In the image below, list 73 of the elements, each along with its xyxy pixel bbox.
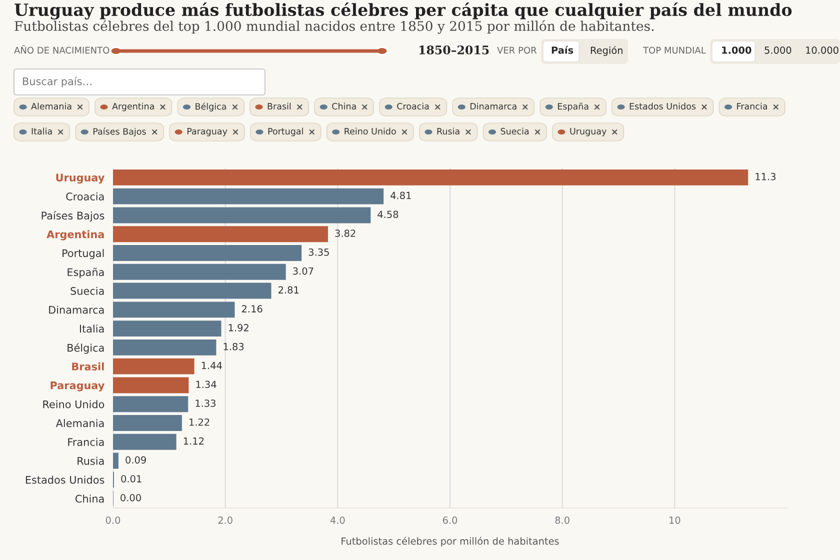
data-label: 2.16 xyxy=(242,305,262,312)
y-tick-label: España xyxy=(68,268,104,278)
text: España xyxy=(558,102,588,112)
text: País xyxy=(552,46,574,54)
text: Bélgica xyxy=(196,102,226,112)
text: Buscar país… xyxy=(23,76,92,88)
text: Rusia xyxy=(437,128,460,135)
x-tick-label: 6.0 xyxy=(442,516,458,524)
y-tick-label: Reino Unido xyxy=(43,400,104,408)
data-label: 4.81 xyxy=(390,192,411,200)
text: 5.000 xyxy=(764,46,792,54)
y-tick-label: Estados Unidos xyxy=(26,476,104,484)
data-label: 1.92 xyxy=(228,324,248,332)
data-label: 1.83 xyxy=(224,342,244,350)
text: Brasil xyxy=(268,102,291,110)
data-label: 1.34 xyxy=(196,380,216,388)
data-label: 3.07 xyxy=(293,267,314,275)
data-label: 1.33 xyxy=(196,400,216,407)
y-tick-label: Italia xyxy=(80,324,104,333)
chart-title: Uruguay produce más futbolistas célebres per cápita que cualquier país del mundo xyxy=(14,2,792,20)
y-tick-label: Alemania xyxy=(56,419,104,428)
text: Reino Unido xyxy=(344,128,396,135)
y-tick-label: Francia xyxy=(68,438,104,446)
x-tick-label: 0.0 xyxy=(106,516,120,524)
data-label: 3.35 xyxy=(308,248,329,256)
data-label: 0.09 xyxy=(126,456,146,464)
chart-subtitle: Futbolistas célebres del top 1.000 mundial nacidos entre 1850 y 2015 por millón de habitantes. xyxy=(14,20,654,34)
text: Argentina xyxy=(112,102,154,112)
text: Suecia xyxy=(500,128,529,135)
x-tick-label: 2.0 xyxy=(218,516,232,524)
y-tick-label: Dinamarca xyxy=(49,306,104,314)
text: Francia xyxy=(737,102,767,110)
text: Portugal xyxy=(268,128,303,136)
data-label: 2.81 xyxy=(278,286,299,294)
data-label: 1.22 xyxy=(190,418,210,426)
y-tick-label: Rusia xyxy=(78,456,104,465)
data-label: 11.3 xyxy=(756,172,776,180)
text: Italia xyxy=(32,128,52,135)
text: Región xyxy=(590,46,622,56)
text: 1850–2015 xyxy=(419,45,489,54)
text: VER POR xyxy=(497,46,537,54)
text: Estados Unidos xyxy=(630,102,696,110)
text: TOP MUNDIAL xyxy=(642,46,706,54)
y-tick-label: Argentina xyxy=(46,230,104,240)
y-tick-label: Suecia xyxy=(70,286,104,295)
data-label: 3.82 xyxy=(335,230,356,237)
y-tick-label: China xyxy=(75,494,104,503)
text: Países Bajos xyxy=(93,128,146,136)
y-tick-label: Paraguay xyxy=(50,382,104,392)
x-tick-label: 10 xyxy=(670,516,680,524)
text: Uruguay xyxy=(570,128,606,136)
x-tick-label: 8.0 xyxy=(555,516,570,524)
data-label: 1.44 xyxy=(202,362,222,370)
text: China xyxy=(332,102,356,110)
data-label: 4.58 xyxy=(378,210,398,218)
y-tick-label: Bélgica xyxy=(68,343,104,354)
y-tick-label: Croacia xyxy=(66,192,104,200)
data-label: 0.01 xyxy=(121,475,142,482)
data-label: 0.00 xyxy=(120,494,141,502)
y-tick-label: Portugal xyxy=(62,249,104,260)
y-tick-label: Países Bajos xyxy=(42,211,104,222)
text: Alemania xyxy=(31,102,72,110)
text: 1.000 xyxy=(722,46,752,54)
text: Croacia xyxy=(397,102,429,110)
y-tick-label: Brasil xyxy=(72,362,104,370)
text: AÑO DE NACIMIENTO xyxy=(14,45,110,54)
y-tick-label: Uruguay xyxy=(56,174,104,184)
x-axis-title: Futbolistas célebres por millón de habitantes xyxy=(342,536,559,547)
text: Dinamarca xyxy=(470,102,516,110)
text: Paraguay xyxy=(187,128,228,136)
data-label: 1.12 xyxy=(184,437,204,445)
x-tick-label: 4.0 xyxy=(330,516,345,524)
text: 10.000 xyxy=(806,46,838,54)
